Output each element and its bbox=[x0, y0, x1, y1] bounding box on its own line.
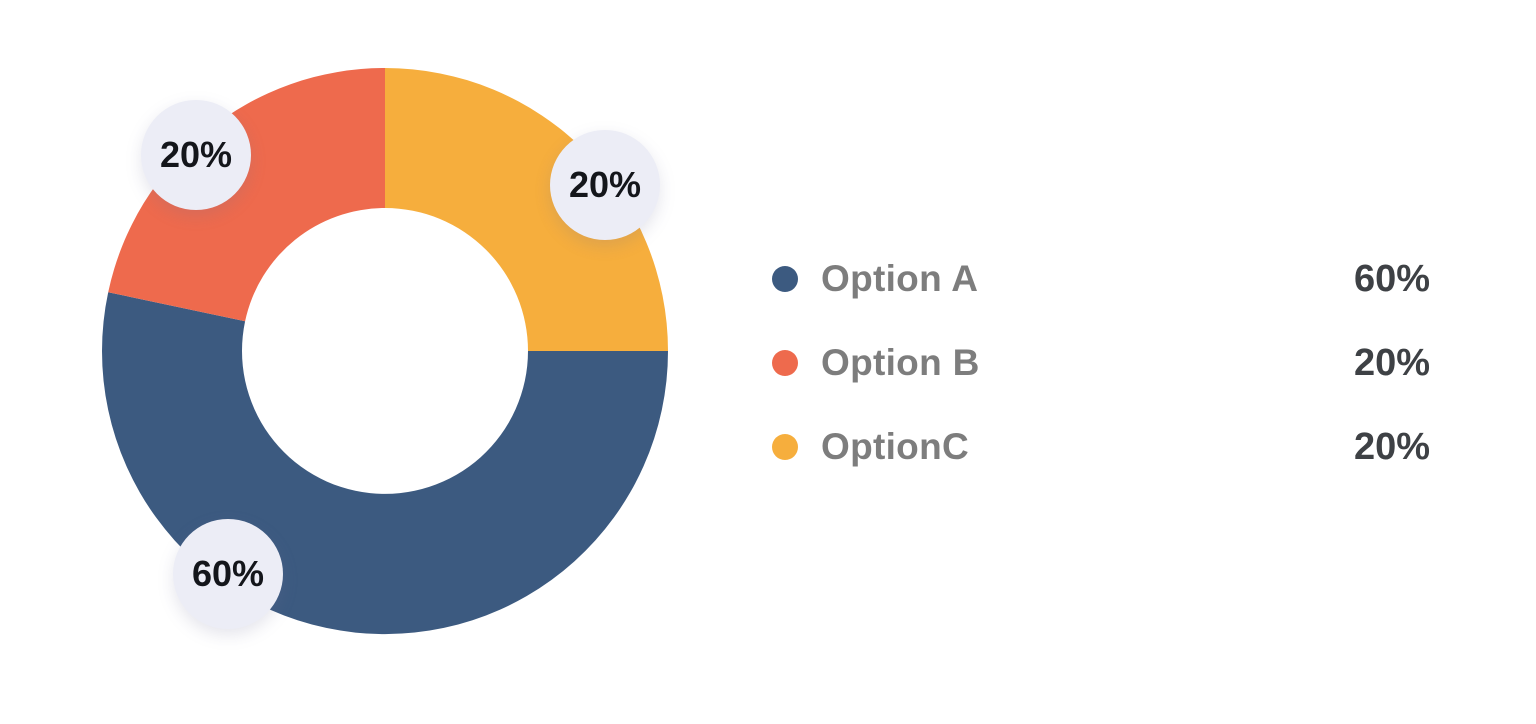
legend-row-optionc: OptionC 20% bbox=[772, 426, 1430, 468]
legend-value: 60% bbox=[1353, 257, 1430, 300]
legend-label: Option B bbox=[821, 342, 980, 383]
callout-value: 20% bbox=[159, 134, 233, 175]
callout-value: 20% bbox=[568, 164, 642, 205]
callout-value: 60% bbox=[191, 553, 265, 594]
legend-value: 20% bbox=[1353, 425, 1430, 468]
donut-segment-optionc bbox=[385, 68, 668, 351]
legend-value: 20% bbox=[1353, 341, 1430, 384]
callout-bubble-option-a: 60% bbox=[173, 519, 283, 629]
legend-color-dot-icon bbox=[772, 434, 798, 460]
callout-bubble-option-b: 20% bbox=[141, 100, 251, 210]
legend-color-dot-icon bbox=[772, 266, 798, 292]
legend-row-option-a: Option A 60% bbox=[772, 258, 1430, 300]
donut-segment-option-b bbox=[108, 68, 385, 322]
callout-bubble-optionc: 20% bbox=[550, 130, 660, 240]
legend-row-option-b: Option B 20% bbox=[772, 342, 1430, 384]
legend-label: Option A bbox=[821, 258, 979, 299]
legend-color-dot-icon bbox=[772, 350, 798, 376]
legend-label: OptionC bbox=[821, 426, 970, 467]
legend: Option A 60% Option B 20% OptionC 20% bbox=[772, 258, 1430, 468]
